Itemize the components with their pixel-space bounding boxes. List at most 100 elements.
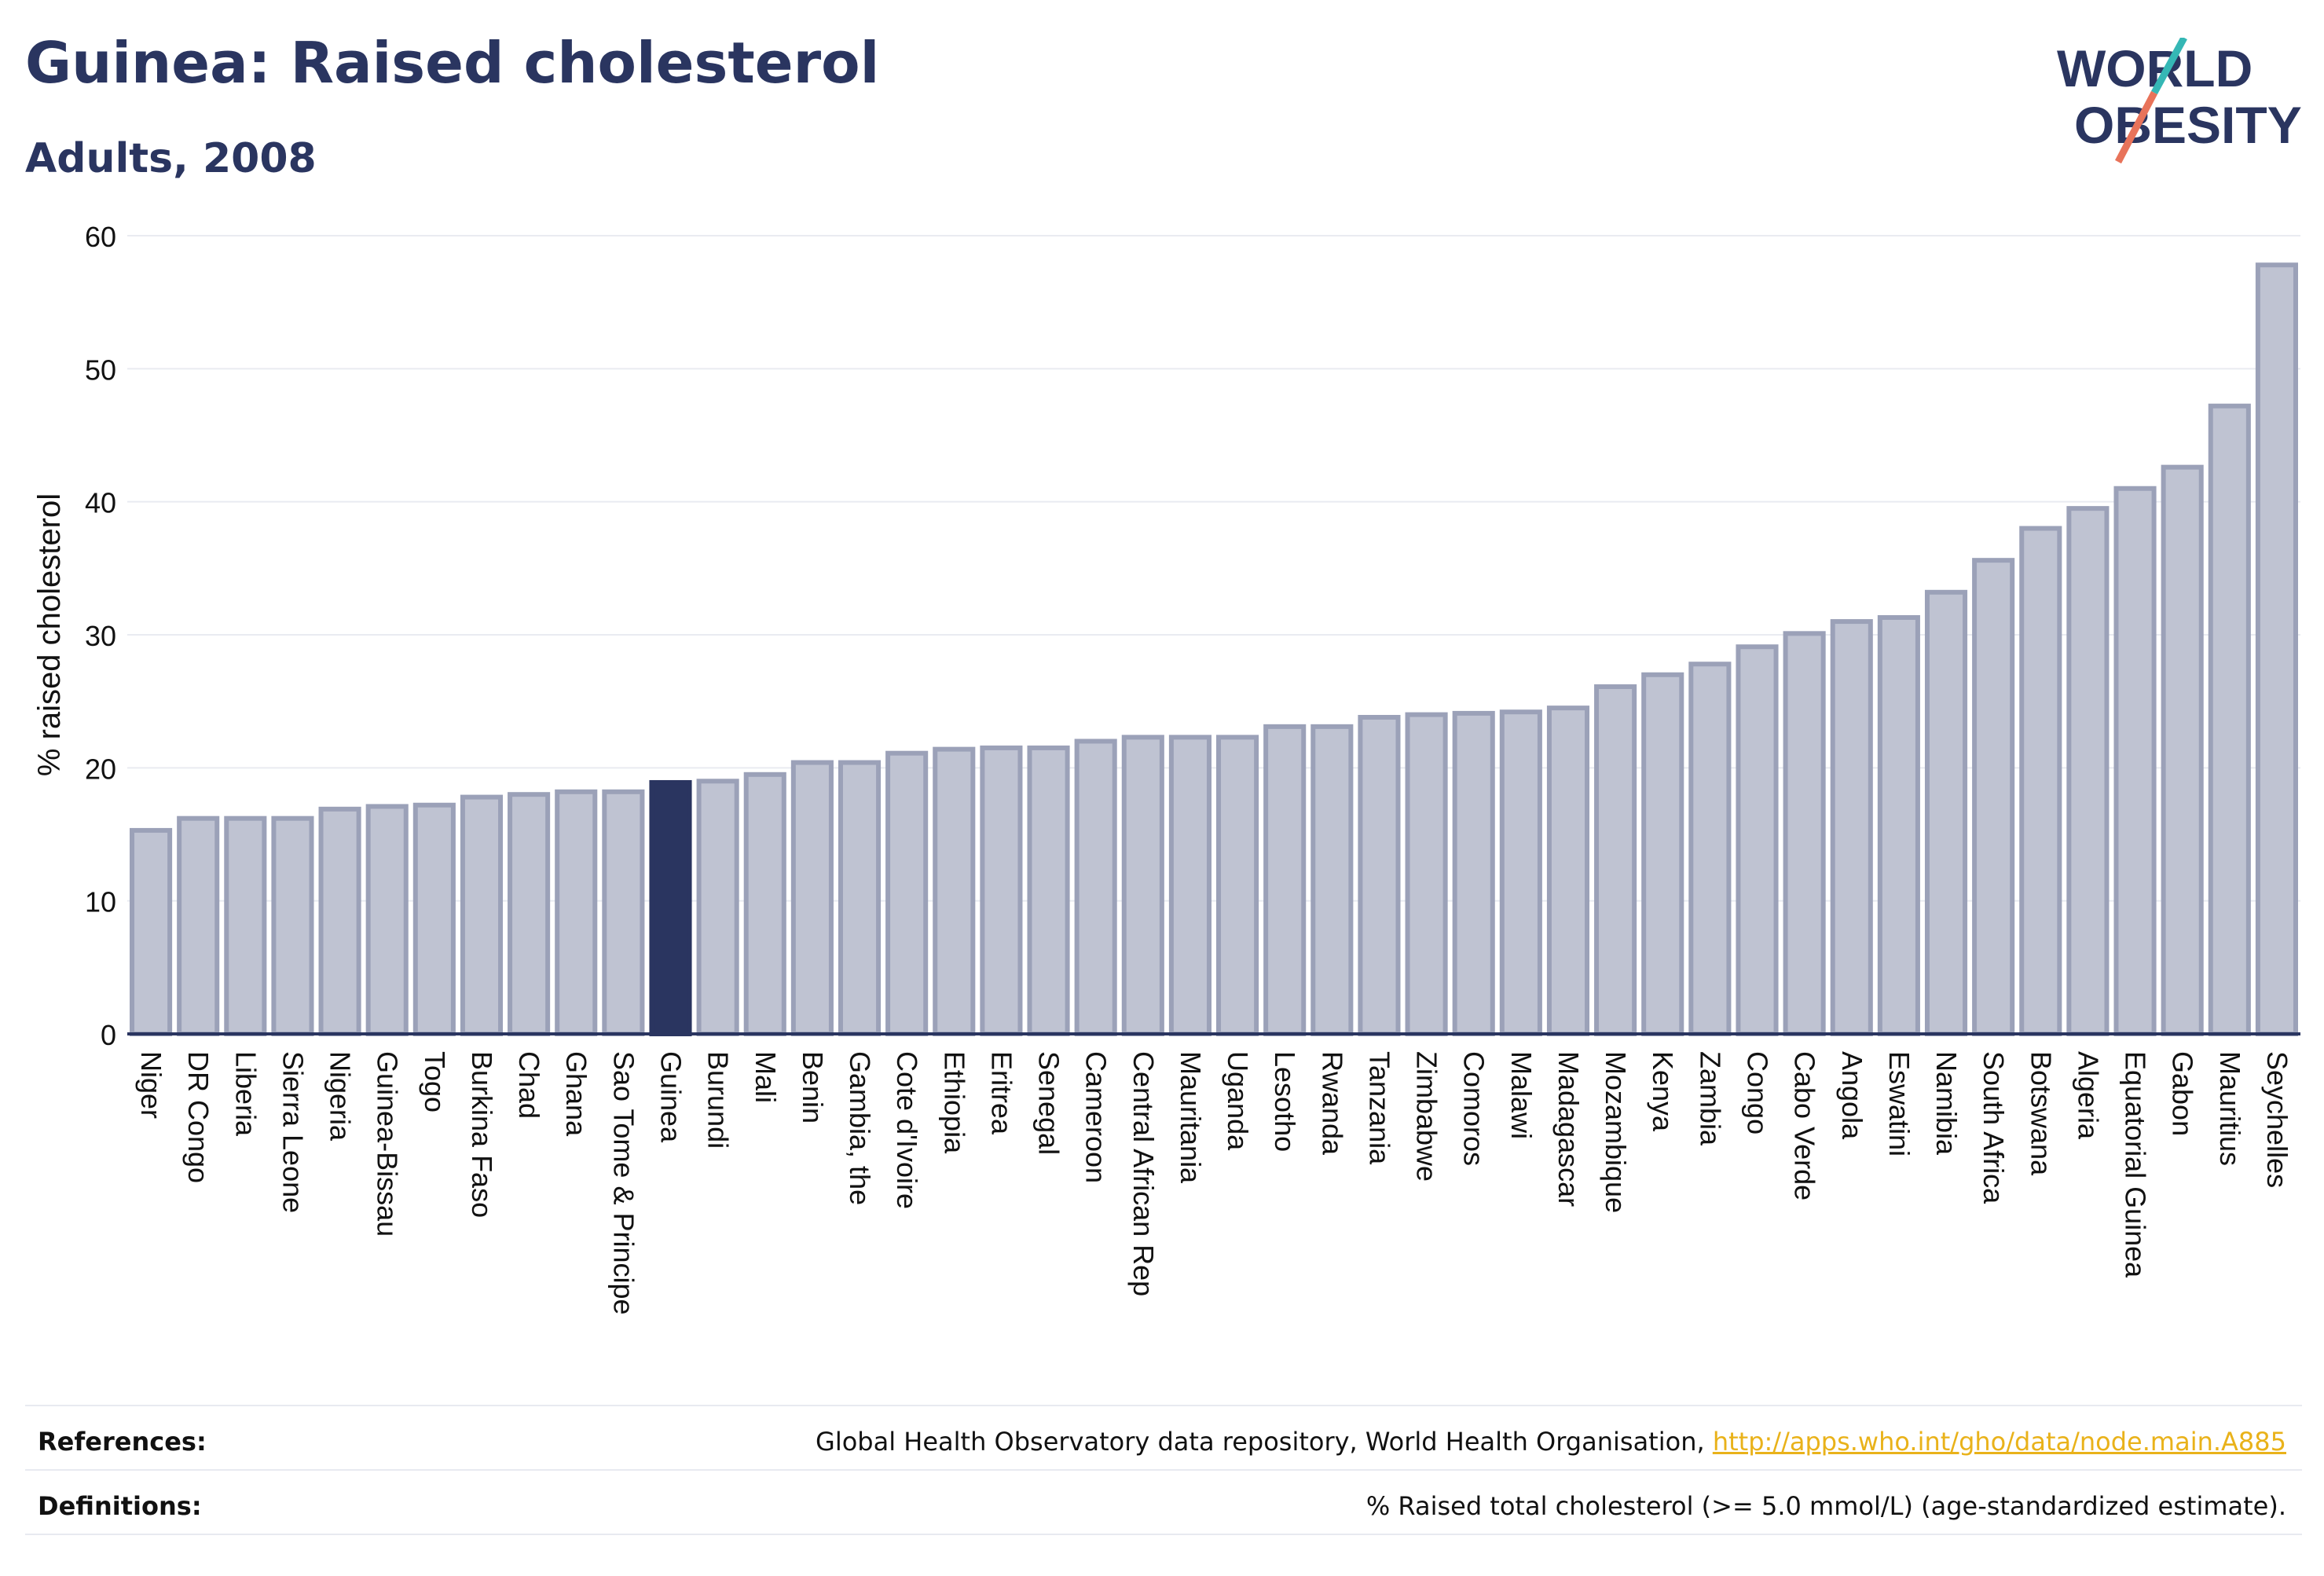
bar-ghana[interactable] bbox=[555, 789, 598, 1037]
x-tick-label: Botswana bbox=[2025, 1051, 2057, 1176]
bar-ethiopia[interactable] bbox=[933, 746, 976, 1036]
x-tick-label: DR Congo bbox=[182, 1051, 214, 1183]
x-tick-label: Chad bbox=[513, 1051, 545, 1119]
x-axis-labels: Niger DR Congo Liberia Sierra Leone Nigeria G… bbox=[135, 1051, 2293, 1315]
x-tick-label: Burundi bbox=[702, 1051, 735, 1149]
x-tick-label: Mozambique bbox=[1600, 1051, 1632, 1213]
x-tick-label: Comoros bbox=[1458, 1051, 1490, 1166]
bar-mauritius[interactable] bbox=[2208, 403, 2251, 1036]
bar-sao-tome-principe[interactable] bbox=[602, 789, 645, 1037]
definitions-text: % Raised total cholesterol (>= 5.0 mmol/… bbox=[1365, 1491, 2286, 1521]
bar-cote-d-ivoire[interactable] bbox=[885, 750, 929, 1036]
bar-algeria[interactable] bbox=[2066, 506, 2110, 1036]
bar-guinea-bissau[interactable] bbox=[365, 804, 409, 1036]
x-tick-label: Eswatini bbox=[1883, 1051, 1915, 1156]
bar-togo[interactable] bbox=[412, 802, 456, 1037]
chart-title: Guinea: Raised cholesterol bbox=[25, 30, 880, 96]
bar-liberia[interactable] bbox=[224, 815, 267, 1037]
x-tick-label: Madagascar bbox=[1552, 1051, 1585, 1207]
x-tick-label: Sao Tome & Principe bbox=[607, 1051, 640, 1315]
bar-botswana[interactable] bbox=[2019, 526, 2062, 1036]
references-label: References: bbox=[38, 1427, 207, 1457]
x-tick-label: Cabo Verde bbox=[1789, 1051, 1821, 1200]
x-tick-label: Equatorial Guinea bbox=[2120, 1051, 2152, 1278]
bar-sierra-leone[interactable] bbox=[271, 815, 314, 1037]
bar-nigeria[interactable] bbox=[318, 806, 361, 1036]
bar-congo[interactable] bbox=[1736, 644, 1779, 1036]
bar-gambia-the[interactable] bbox=[838, 760, 882, 1036]
x-tick-label: Malawi bbox=[1505, 1051, 1538, 1139]
x-tick-label: Uganda bbox=[1222, 1051, 1254, 1151]
x-tick-label: Central African Rep bbox=[1127, 1051, 1160, 1296]
bar-chad[interactable] bbox=[508, 792, 551, 1036]
x-tick-label: Tanzania bbox=[1363, 1051, 1395, 1165]
bar-dr-congo[interactable] bbox=[177, 815, 220, 1037]
bar-eritrea[interactable] bbox=[980, 745, 1023, 1037]
x-tick-label: Cameroon bbox=[1080, 1051, 1113, 1183]
bar-cameroon[interactable] bbox=[1074, 739, 1117, 1036]
x-tick-label: Guinea bbox=[655, 1051, 687, 1143]
bar-seychelles[interactable] bbox=[2255, 262, 2298, 1036]
bar-benin[interactable] bbox=[790, 760, 834, 1036]
definitions-label: Definitions: bbox=[38, 1491, 202, 1521]
bar-mali[interactable] bbox=[743, 772, 786, 1036]
x-tick-label: Rwanda bbox=[1316, 1051, 1348, 1156]
y-tick-label: 40 bbox=[85, 487, 116, 519]
logo-slash-coral bbox=[2115, 90, 2157, 164]
x-tick-label: Liberia bbox=[229, 1051, 262, 1137]
bar-lesotho[interactable] bbox=[1263, 724, 1307, 1037]
bar-niger[interactable] bbox=[130, 827, 173, 1037]
x-tick-label: Angola bbox=[1836, 1051, 1868, 1140]
x-tick-label: Nigeria bbox=[324, 1051, 357, 1142]
bar-equatorial-guinea[interactable] bbox=[2113, 486, 2157, 1036]
bar-namibia[interactable] bbox=[1924, 589, 1968, 1036]
x-tick-label: Eritrea bbox=[985, 1051, 1017, 1135]
bar-eswatini[interactable] bbox=[1877, 614, 1920, 1036]
bar-malawi[interactable] bbox=[1499, 709, 1542, 1036]
footer-divider-middle bbox=[25, 1469, 2302, 1471]
bar-burundi[interactable] bbox=[696, 779, 739, 1036]
bar-guinea[interactable] bbox=[649, 779, 692, 1037]
bar-zambia[interactable] bbox=[1688, 662, 1732, 1037]
x-tick-label: Togo bbox=[419, 1051, 451, 1112]
logo-line-obesity: OBESITY bbox=[2074, 96, 2302, 154]
bar-madagascar[interactable] bbox=[1546, 706, 1590, 1037]
bar-south-africa[interactable] bbox=[1972, 558, 2015, 1036]
references-source: Global Health Observatory data repositor… bbox=[816, 1427, 1713, 1457]
references-link[interactable]: http://apps.who.int/gho/data/node.main.A… bbox=[1712, 1427, 2286, 1457]
x-tick-label: Guinea-Bissau bbox=[372, 1051, 404, 1237]
x-tick-label: Lesotho bbox=[1269, 1051, 1301, 1152]
bar-senegal[interactable] bbox=[1027, 745, 1070, 1037]
y-axis-ticks: 0 10 20 30 40 50 60 bbox=[85, 221, 116, 1051]
x-tick-label: Ethiopia bbox=[938, 1051, 970, 1154]
bar-central-african-rep[interactable] bbox=[1121, 735, 1164, 1036]
bar-tanzania[interactable] bbox=[1358, 714, 1401, 1037]
y-tick-label: 30 bbox=[85, 620, 116, 652]
x-tick-label: Kenya bbox=[1647, 1051, 1679, 1132]
bar-kenya[interactable] bbox=[1641, 672, 1684, 1036]
x-tick-label: Sierra Leone bbox=[277, 1051, 309, 1213]
y-tick-label: 10 bbox=[85, 886, 116, 918]
y-tick-label: 0 bbox=[101, 1019, 116, 1051]
bar-uganda[interactable] bbox=[1216, 735, 1259, 1036]
bars bbox=[130, 262, 2298, 1037]
bar-comoros[interactable] bbox=[1452, 710, 1495, 1036]
footer-divider-bottom bbox=[25, 1534, 2302, 1535]
logo-slash-teal bbox=[2151, 38, 2187, 95]
x-tick-label: Zimbabwe bbox=[1411, 1051, 1443, 1182]
bar-mauritania[interactable] bbox=[1168, 735, 1211, 1036]
x-tick-label: Mauritius bbox=[2214, 1051, 2246, 1166]
x-tick-label: Senegal bbox=[1033, 1051, 1065, 1155]
bar-mozambique[interactable] bbox=[1594, 684, 1637, 1036]
x-tick-label: Gambia, the bbox=[844, 1051, 876, 1205]
bar-rwanda[interactable] bbox=[1310, 724, 1354, 1037]
y-axis-title: % raised cholesterol bbox=[32, 493, 67, 776]
bar-burkina-faso[interactable] bbox=[460, 794, 504, 1036]
bar-gabon[interactable] bbox=[2161, 464, 2204, 1036]
x-tick-label: Niger bbox=[135, 1051, 167, 1119]
bar-chart: 0 10 20 30 40 50 60 Niger DR Congo Liberia Sierra… bbox=[32, 221, 2300, 1315]
bar-cabo-verde[interactable] bbox=[1783, 631, 1826, 1036]
x-tick-label: Congo bbox=[1742, 1051, 1774, 1134]
bar-angola[interactable] bbox=[1830, 619, 1873, 1036]
bar-zimbabwe[interactable] bbox=[1405, 712, 1448, 1036]
